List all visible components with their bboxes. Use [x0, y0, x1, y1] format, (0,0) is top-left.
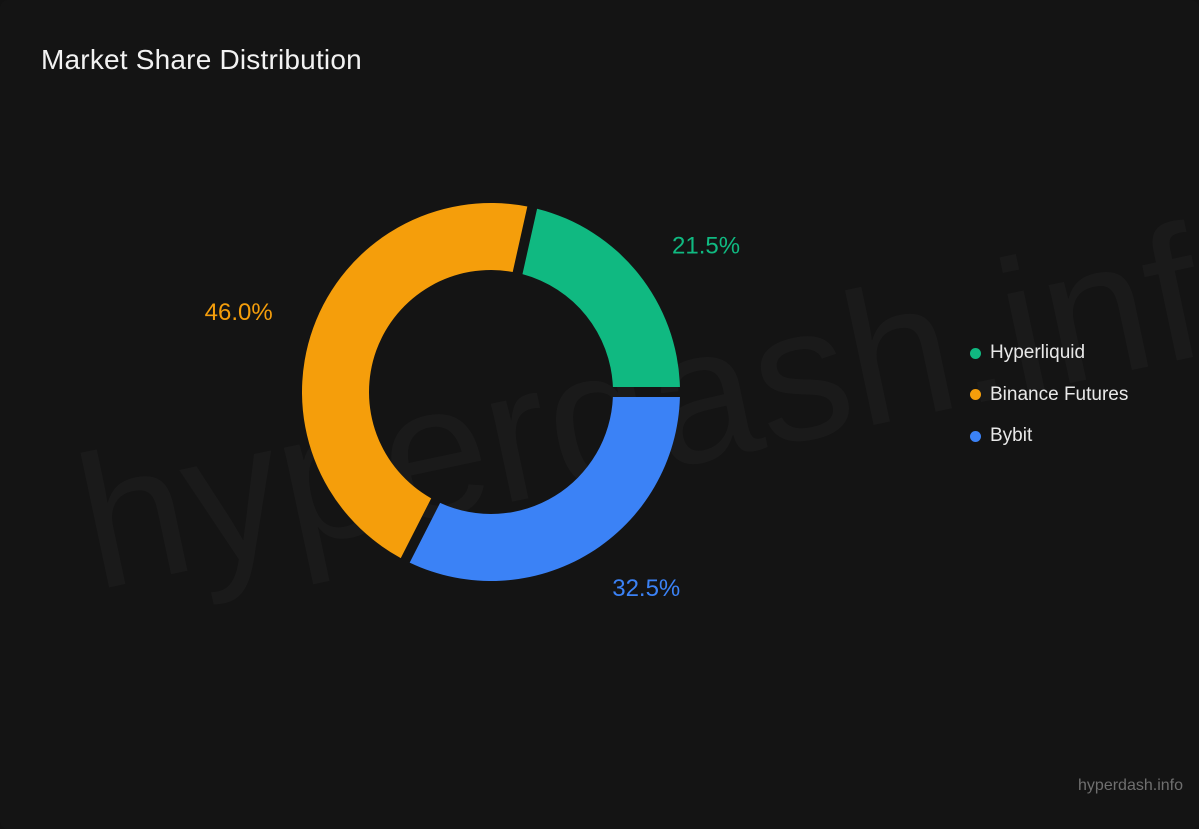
- donut-slice-labels: 21.5% 46.0% 32.5%: [205, 232, 740, 602]
- donut-slices: [302, 203, 680, 582]
- slice-percent-label: 32.5%: [612, 575, 680, 602]
- donut-slice-bybit[interactable]: [409, 396, 680, 582]
- legend-label: Binance Futures: [990, 383, 1129, 405]
- slice-percent-label: 46.0%: [205, 299, 273, 326]
- source-credit: hyperdash.info: [1078, 777, 1183, 794]
- donut-slice-binance-futures[interactable]: [302, 203, 528, 559]
- legend-dot-icon: [970, 347, 981, 359]
- legend-label: Bybit: [990, 425, 1033, 446]
- legend-dot-icon: [970, 430, 981, 442]
- legend-item-bybit[interactable]: Bybit: [968, 423, 1128, 449]
- chart-title: Market Share Distribution: [41, 44, 362, 75]
- slice-percent-label: 21.5%: [672, 232, 740, 259]
- legend-item-hyperliquid[interactable]: Hyperliquid: [968, 340, 1128, 366]
- legend-label: Hyperliquid: [990, 342, 1086, 363]
- donut-slice-hyperliquid[interactable]: [522, 208, 680, 388]
- legend-item-binance-futures[interactable]: Binance Futures: [968, 382, 1128, 408]
- legend-dot-icon: [970, 389, 981, 400]
- chart-legend: Hyperliquid Binance Futures Bybit: [968, 340, 1128, 465]
